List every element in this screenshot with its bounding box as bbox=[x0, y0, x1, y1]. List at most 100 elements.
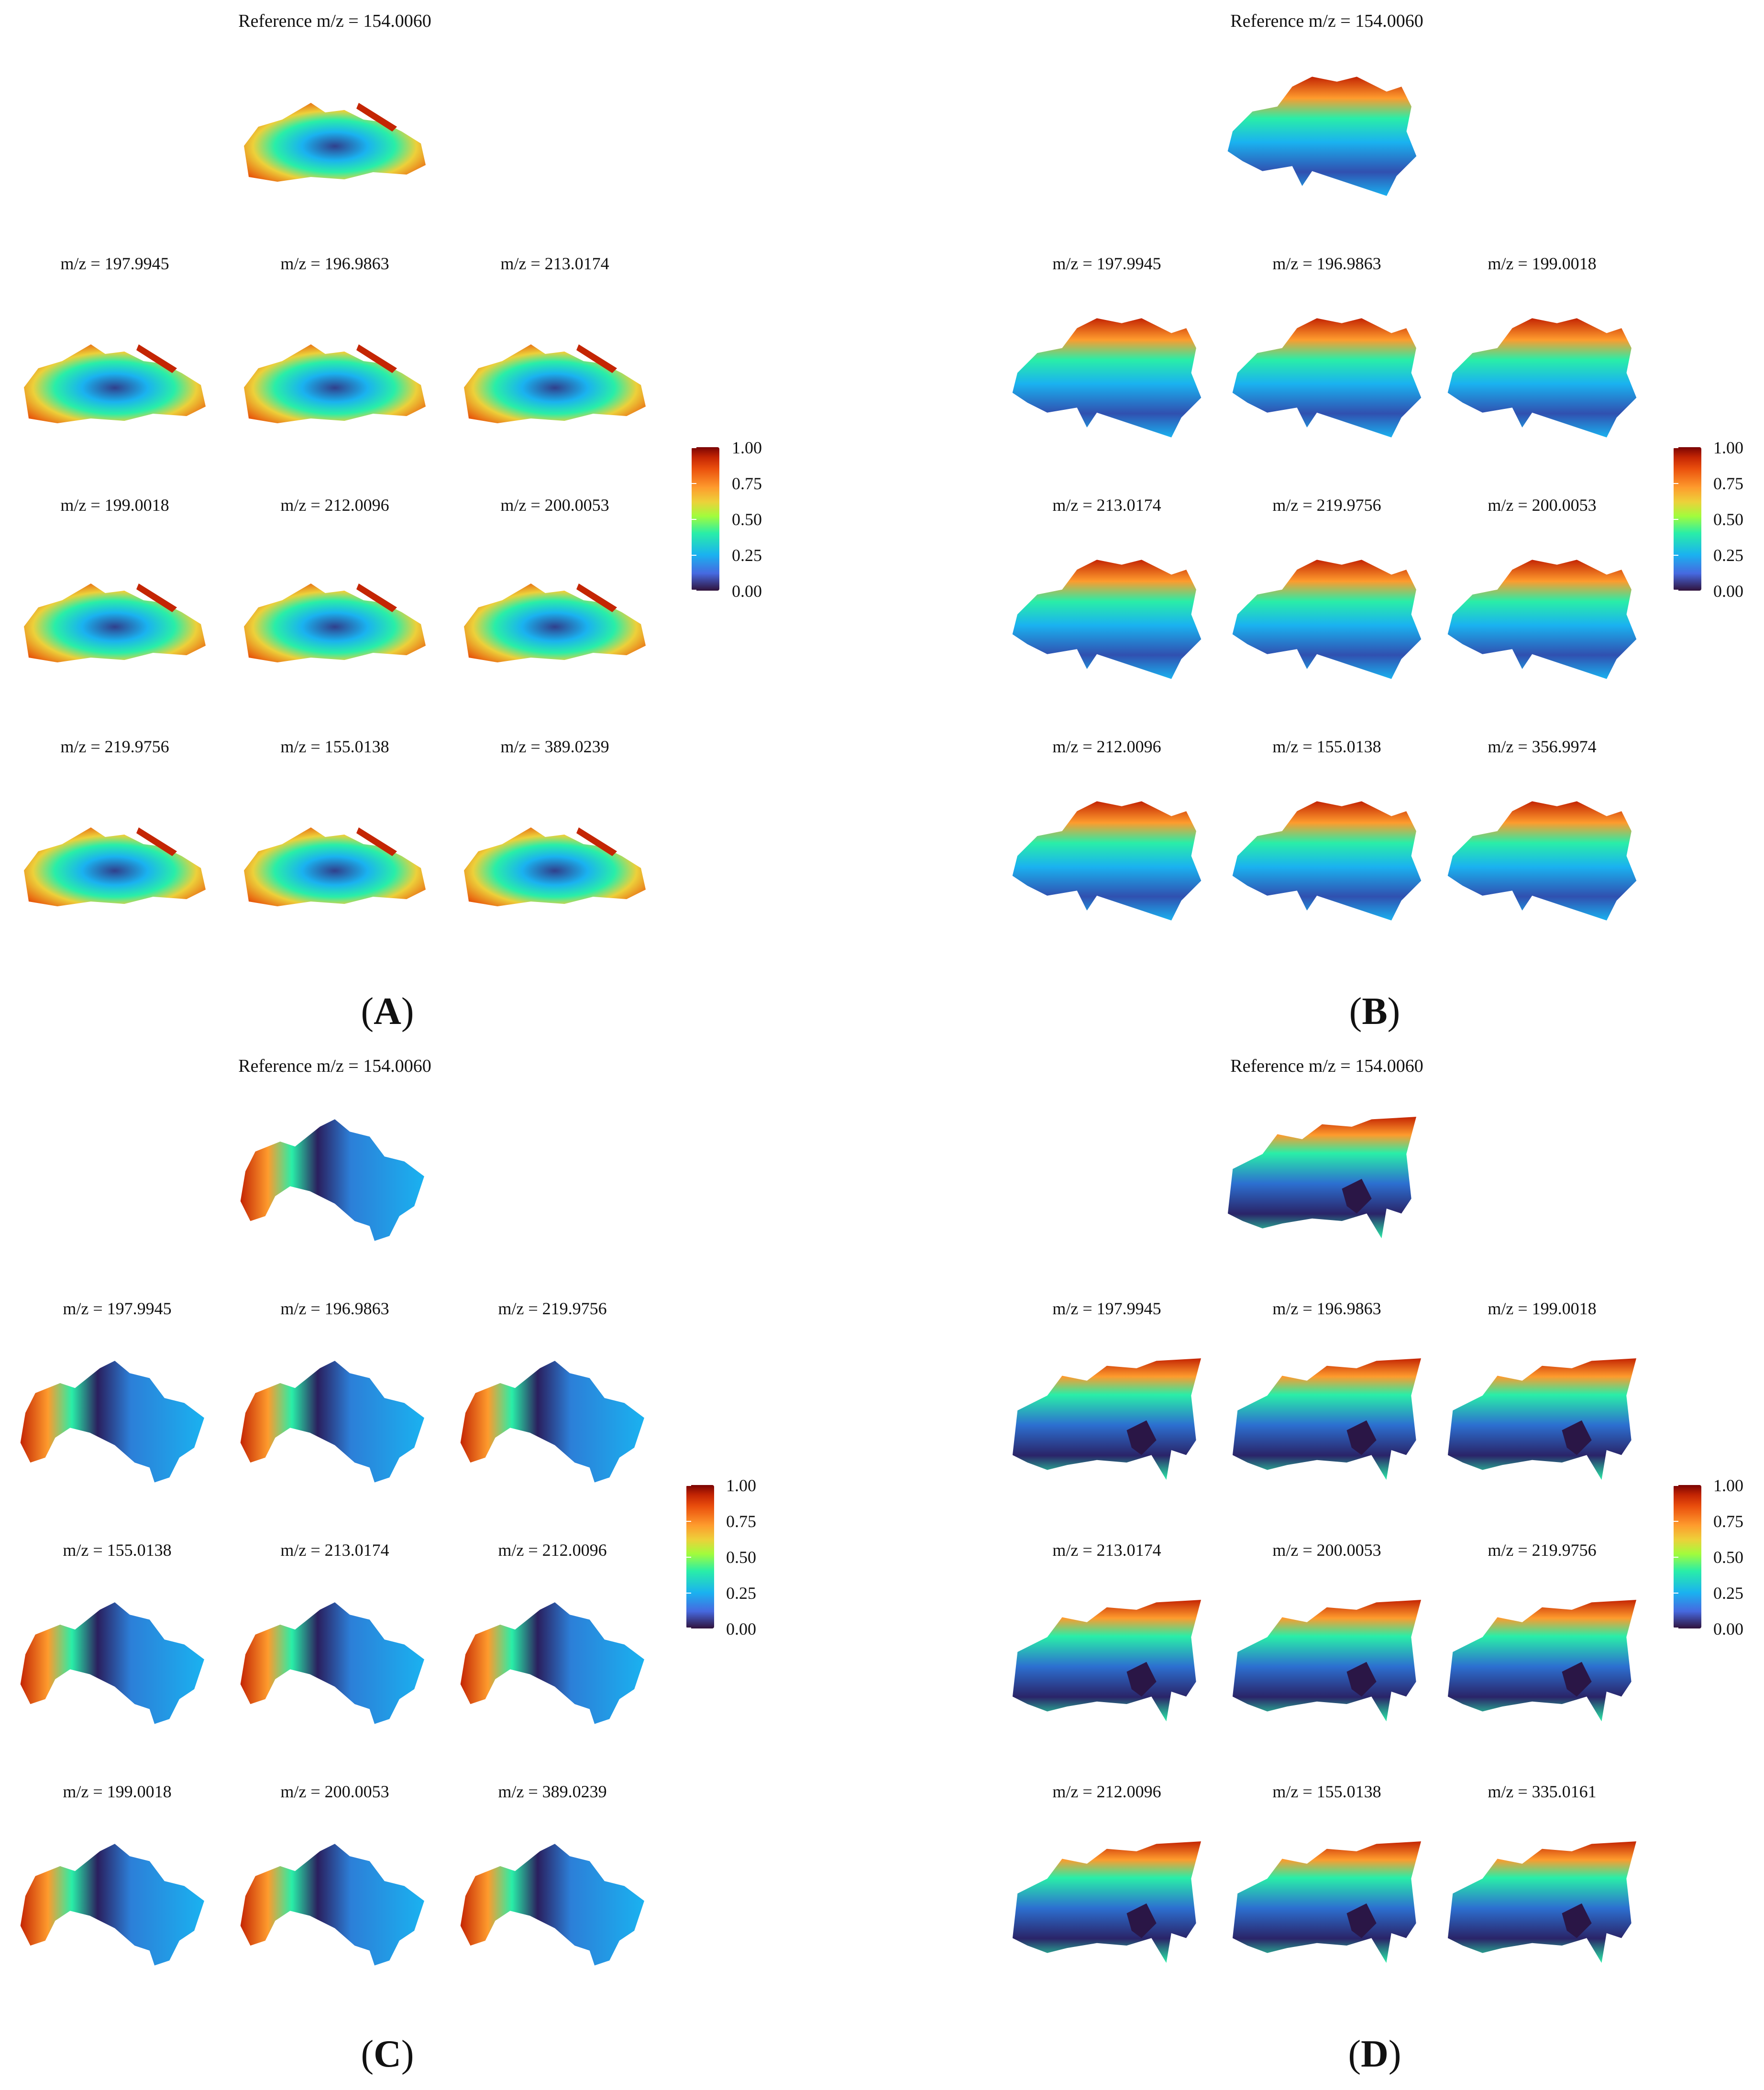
colorbar-tick: 0.25 bbox=[1713, 546, 1743, 565]
colorbar-tick: 0.75 bbox=[1713, 474, 1743, 493]
ion-map bbox=[460, 1844, 644, 1966]
colorbar-tick: 0.25 bbox=[1713, 1584, 1743, 1603]
tile-label: m/z = 196.9863 bbox=[1272, 1299, 1381, 1318]
ion-map bbox=[464, 583, 646, 662]
colorbar-tick: 1.00 bbox=[1713, 438, 1743, 457]
reference-map bbox=[240, 1119, 424, 1241]
ion-map bbox=[1012, 1600, 1202, 1722]
tile-label: m/z = 213.0174 bbox=[280, 1540, 389, 1560]
tile-label: m/z = 197.9945 bbox=[60, 254, 169, 273]
tile-label: m/z = 219.9756 bbox=[1272, 495, 1381, 515]
ion-map bbox=[464, 344, 646, 423]
colorbar-tick: 0.75 bbox=[726, 1512, 756, 1531]
colorbar-tick: 0.00 bbox=[726, 1619, 756, 1639]
colorbar-tick: 0.00 bbox=[732, 582, 762, 601]
colorbar-tick: 0.00 bbox=[1713, 582, 1743, 601]
tile-label: m/z = 199.0018 bbox=[60, 495, 169, 515]
ion-map bbox=[1232, 801, 1422, 921]
colorbar-tick: 1.00 bbox=[1713, 1476, 1743, 1495]
tile-label: m/z = 219.9756 bbox=[1488, 1540, 1597, 1560]
ion-map bbox=[20, 1361, 204, 1483]
tile-label: m/z = 212.0096 bbox=[280, 495, 389, 515]
ion-map bbox=[1012, 560, 1202, 679]
ion-map bbox=[1232, 1358, 1422, 1480]
tile-label: m/z = 213.0174 bbox=[1052, 1540, 1161, 1560]
tile-label: m/z = 212.0096 bbox=[498, 1540, 607, 1560]
tile-label: m/z = 212.0096 bbox=[1052, 737, 1161, 756]
ion-map bbox=[240, 1602, 424, 1724]
ion-map bbox=[1012, 1358, 1202, 1480]
ion-map bbox=[1012, 1841, 1202, 1963]
tile-label: m/z = 199.0018 bbox=[1488, 1299, 1597, 1318]
tile-label: m/z = 200.0053 bbox=[280, 1782, 389, 1801]
ion-map bbox=[244, 583, 426, 662]
ion-map bbox=[1232, 1841, 1422, 1963]
tile-label: m/z = 335.0161 bbox=[1488, 1782, 1597, 1801]
ion-map bbox=[464, 827, 646, 906]
tile-label: m/z = 389.0239 bbox=[500, 737, 609, 756]
reference-title: Reference m/z = 154.0060 bbox=[1230, 11, 1423, 31]
ion-map bbox=[1447, 560, 1637, 679]
tile-label: m/z = 219.9756 bbox=[498, 1299, 607, 1318]
reference-title: Reference m/z = 154.0060 bbox=[238, 1056, 431, 1076]
tile-label: m/z = 356.9974 bbox=[1488, 737, 1597, 756]
colorbar-tick: 0.50 bbox=[1713, 1548, 1743, 1567]
tile-label: m/z = 219.9756 bbox=[60, 737, 169, 756]
ion-map bbox=[460, 1361, 644, 1483]
colorbar-tick: 0.50 bbox=[1713, 510, 1743, 529]
colorbar-tick: 0.50 bbox=[732, 510, 762, 529]
panel-label: (C) bbox=[361, 2033, 414, 2075]
tile-label: m/z = 213.0174 bbox=[500, 254, 609, 273]
panel-letter: D bbox=[1361, 2033, 1389, 2075]
ion-map bbox=[1012, 318, 1202, 438]
tile-label: m/z = 155.0138 bbox=[1272, 737, 1381, 756]
panel-a: Reference m/z = 154.0060 m/z = 197.9945 … bbox=[0, 0, 882, 1045]
colorbar-tick: 0.00 bbox=[1713, 1619, 1743, 1639]
colorbar-tick: 0.50 bbox=[726, 1548, 756, 1567]
ion-map bbox=[20, 1602, 204, 1724]
ion-map bbox=[1232, 318, 1422, 438]
tile-label: m/z = 196.9863 bbox=[280, 1299, 389, 1318]
tile-label: m/z = 213.0174 bbox=[1052, 495, 1161, 515]
tile-label: m/z = 389.0239 bbox=[498, 1782, 607, 1801]
ion-map bbox=[24, 827, 206, 906]
colorbar-tick: 0.25 bbox=[726, 1584, 756, 1603]
ion-map bbox=[240, 1844, 424, 1966]
ion-map bbox=[460, 1602, 644, 1724]
ion-map bbox=[1447, 1358, 1637, 1480]
ion-map bbox=[20, 1844, 204, 1966]
ion-map bbox=[1232, 1600, 1422, 1722]
reference-map bbox=[244, 103, 426, 182]
ion-map bbox=[1447, 1600, 1637, 1722]
ion-map bbox=[1232, 560, 1422, 679]
tile-label: m/z = 155.0138 bbox=[1272, 1782, 1381, 1801]
tile-label: m/z = 199.0018 bbox=[1488, 254, 1597, 273]
colorbar bbox=[1674, 447, 1701, 591]
ion-map bbox=[24, 344, 206, 423]
tile-label: m/z = 200.0053 bbox=[1488, 495, 1597, 515]
tile-label: m/z = 199.0018 bbox=[63, 1782, 172, 1801]
panel-c: Reference m/z = 154.0060 m/z = 197.9945 … bbox=[0, 1045, 882, 2090]
tile-label: m/z = 197.9945 bbox=[63, 1299, 172, 1318]
ion-map bbox=[1447, 318, 1637, 438]
panel-letter: A bbox=[374, 990, 401, 1033]
colorbar-tick: 1.00 bbox=[732, 438, 762, 457]
reference-map bbox=[1227, 1117, 1417, 1239]
colorbar-tick: 1.00 bbox=[726, 1476, 756, 1495]
ion-map bbox=[244, 827, 426, 906]
ion-map bbox=[240, 1361, 424, 1483]
colorbar bbox=[692, 447, 719, 591]
ion-map bbox=[244, 344, 426, 423]
panel-d: Reference m/z = 154.0060 m/z = 197.9945 … bbox=[882, 1045, 1764, 2090]
tile-label: m/z = 196.9863 bbox=[280, 254, 389, 273]
ion-map bbox=[24, 583, 206, 662]
ion-map bbox=[1012, 801, 1202, 921]
panel-letter: C bbox=[374, 2033, 401, 2075]
tile-label: m/z = 197.9945 bbox=[1052, 1299, 1161, 1318]
panel-label: (A) bbox=[361, 990, 414, 1033]
tile-label: m/z = 155.0138 bbox=[280, 737, 389, 756]
colorbar-tick: 0.75 bbox=[1713, 1512, 1743, 1531]
reference-title: Reference m/z = 154.0060 bbox=[1230, 1056, 1423, 1076]
tile-label: m/z = 197.9945 bbox=[1052, 254, 1161, 273]
panel-label: (B) bbox=[1349, 990, 1400, 1033]
